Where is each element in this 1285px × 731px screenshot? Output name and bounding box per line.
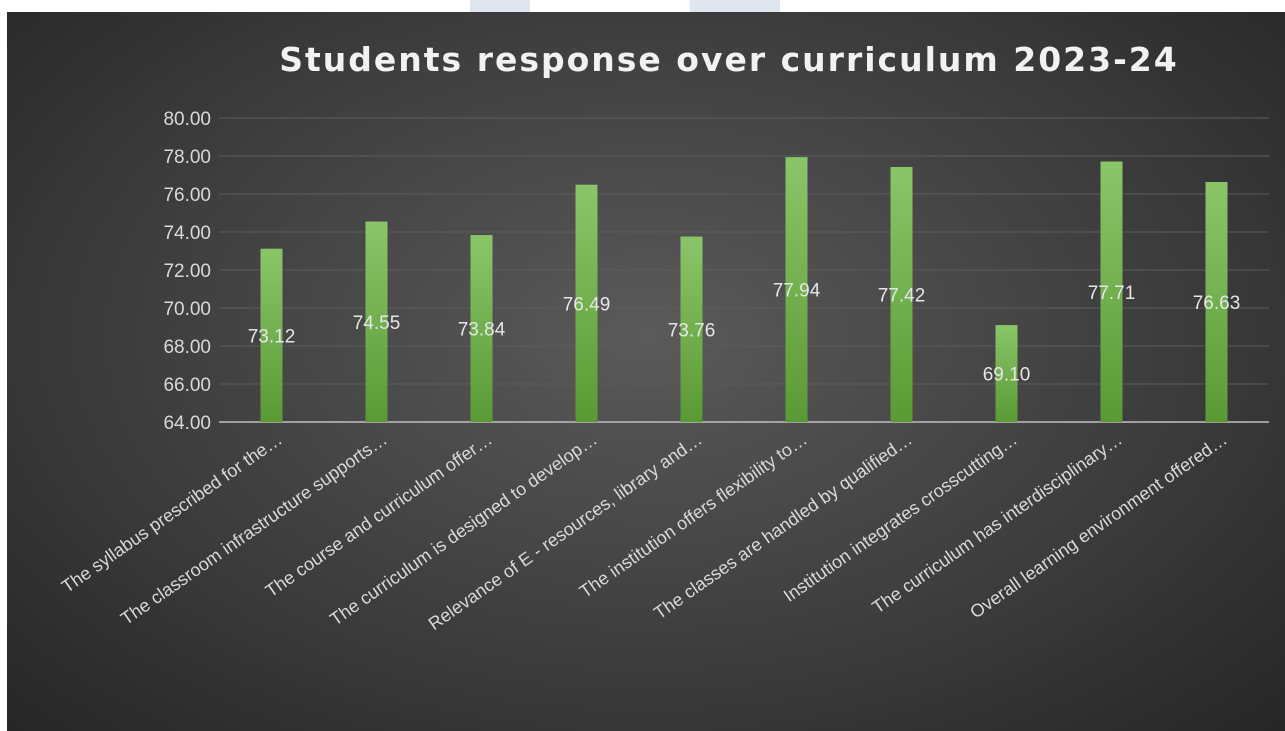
- y-tick-label: 78.00: [163, 147, 211, 168]
- y-tick-label: 76.00: [163, 185, 211, 206]
- x-axis-ticks: The syllabus prescribed for the…The clas…: [58, 429, 1231, 634]
- bar: [470, 235, 493, 422]
- watermark-fragment: [690, 0, 780, 12]
- bar-chart: Students response over curriculum 2023-2…: [58, 40, 1269, 634]
- bar: [365, 221, 388, 422]
- data-label: 73.12: [248, 326, 296, 347]
- bar: [680, 236, 703, 422]
- data-label: 74.55: [353, 313, 401, 334]
- bar: [260, 248, 283, 422]
- data-label: 77.94: [773, 281, 821, 302]
- data-labels: 73.12 74.55 73.84 76.49 73.76 77.94 77.42 69.10…: [248, 281, 1241, 386]
- bar: [785, 157, 808, 422]
- data-label: 77.42: [878, 286, 926, 307]
- bar: [1100, 161, 1123, 422]
- top-strip: [0, 0, 1285, 12]
- chart-title: Students response over curriculum 2023-2…: [279, 40, 1178, 79]
- data-label: 73.76: [668, 320, 716, 341]
- x-tick-label: The syllabus prescribed for the…: [58, 429, 286, 597]
- y-tick-label: 70.00: [163, 299, 211, 320]
- y-tick-label: 64.00: [163, 413, 211, 434]
- y-tick-label: 74.00: [163, 223, 211, 244]
- y-tick-label: 68.00: [163, 337, 211, 358]
- data-label: 69.10: [983, 365, 1031, 386]
- watermark-fragment: [470, 0, 530, 12]
- chart-panel: Students response over curriculum 2023-2…: [7, 12, 1285, 731]
- y-tick-label: 66.00: [163, 375, 211, 396]
- bar: [1205, 182, 1228, 422]
- y-axis-ticks: 64.00 66.00 68.00 70.00 72.00 74.00 76.00 78.00…: [163, 109, 211, 434]
- bar: [575, 184, 598, 422]
- bar: [995, 325, 1018, 422]
- bars: [260, 157, 1228, 422]
- y-tick-label: 72.00: [163, 261, 211, 282]
- y-tick-label: 80.00: [163, 109, 211, 130]
- data-label: 73.84: [458, 320, 506, 341]
- data-label: 76.63: [1193, 293, 1241, 314]
- data-label: 77.71: [1088, 283, 1136, 304]
- data-label: 76.49: [563, 294, 611, 315]
- bar: [890, 167, 913, 422]
- gridlines: [219, 117, 1269, 423]
